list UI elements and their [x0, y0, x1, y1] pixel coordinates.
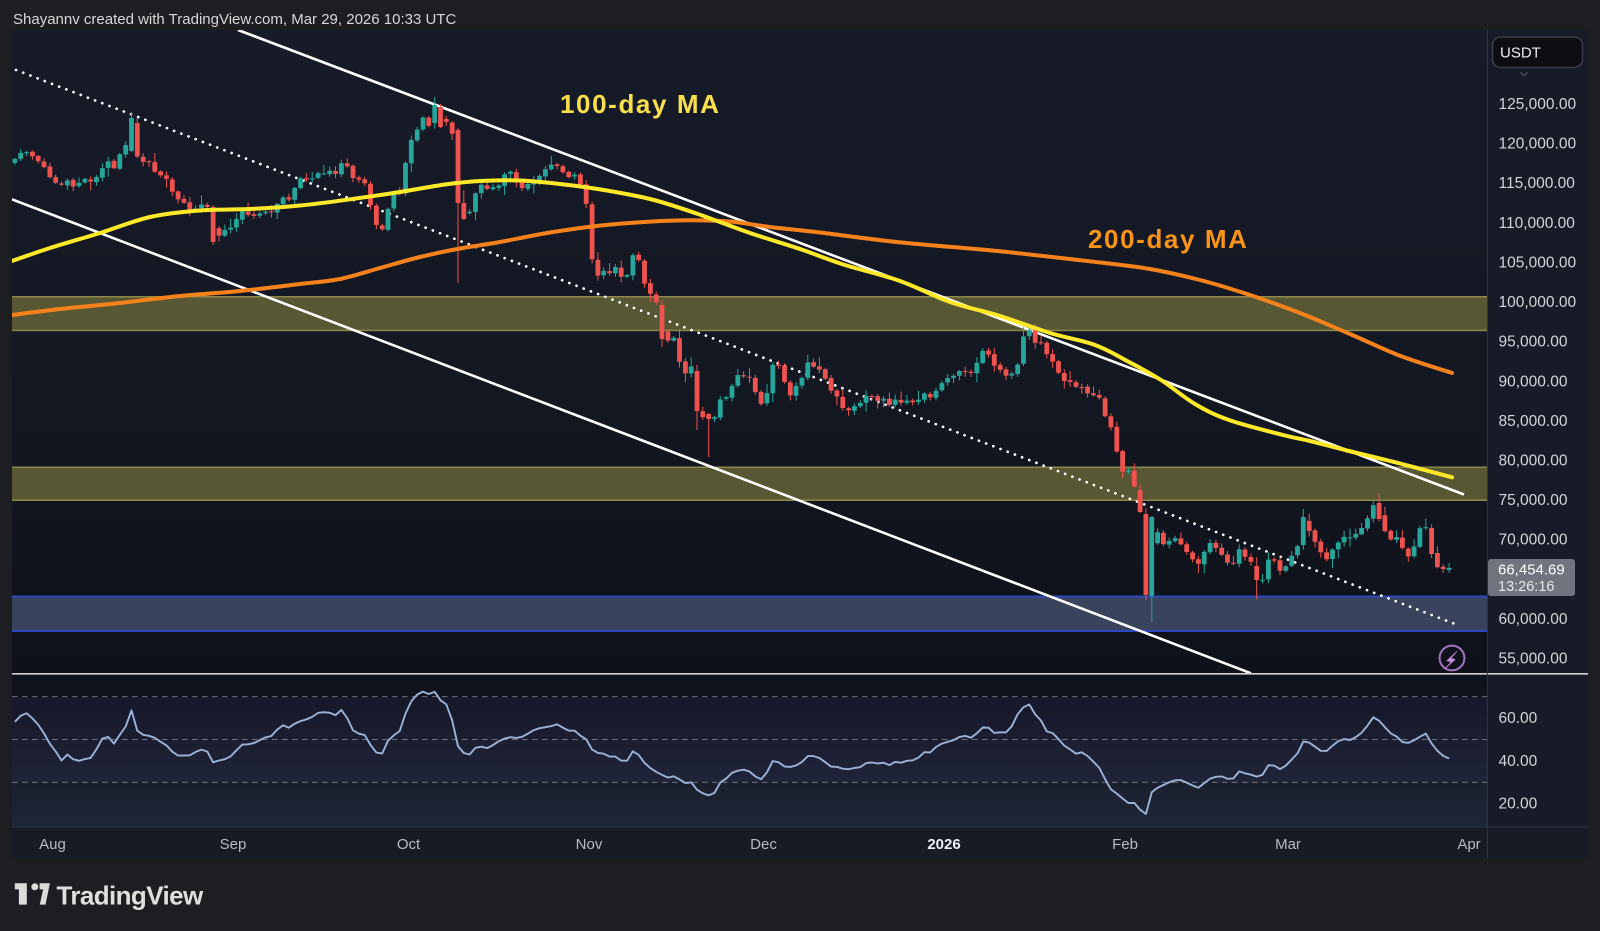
- svg-text:Shayannv created with TradingV: Shayannv created with TradingView.com, M…: [13, 11, 456, 28]
- svg-text:Mar: Mar: [1275, 836, 1301, 853]
- svg-text:Nov: Nov: [576, 836, 603, 853]
- svg-text:105,000.00: 105,000.00: [1499, 254, 1577, 271]
- svg-text:USDT: USDT: [1500, 45, 1541, 62]
- svg-text:80,000.00: 80,000.00: [1499, 453, 1568, 470]
- svg-text:200-day MA: 200-day MA: [1088, 224, 1249, 254]
- svg-text:70,000.00: 70,000.00: [1499, 532, 1568, 549]
- svg-text:66,454.69: 66,454.69: [1498, 562, 1565, 579]
- svg-text:100-day MA: 100-day MA: [560, 89, 721, 119]
- svg-text:40.00: 40.00: [1499, 753, 1538, 770]
- svg-text:Dec: Dec: [750, 836, 777, 853]
- svg-text:2026: 2026: [927, 836, 960, 853]
- svg-text:90,000.00: 90,000.00: [1499, 373, 1568, 390]
- svg-text:85,000.00: 85,000.00: [1499, 413, 1568, 430]
- svg-text:125,000.00: 125,000.00: [1499, 96, 1577, 113]
- svg-text:Sep: Sep: [220, 836, 247, 853]
- svg-text:95,000.00: 95,000.00: [1499, 334, 1568, 351]
- svg-text:120,000.00: 120,000.00: [1499, 136, 1577, 153]
- svg-text:60.00: 60.00: [1499, 710, 1538, 727]
- svg-text:Feb: Feb: [1112, 836, 1138, 853]
- svg-text:Oct: Oct: [397, 836, 421, 853]
- svg-text:110,000.00: 110,000.00: [1499, 215, 1576, 232]
- svg-text:75,000.00: 75,000.00: [1499, 492, 1568, 509]
- svg-text:TradingView: TradingView: [57, 881, 204, 911]
- svg-text:Apr: Apr: [1457, 836, 1480, 853]
- svg-text:Aug: Aug: [39, 836, 66, 853]
- svg-text:100,000.00: 100,000.00: [1499, 294, 1577, 311]
- svg-text:115,000.00: 115,000.00: [1499, 175, 1576, 192]
- svg-text:13:26:16: 13:26:16: [1498, 579, 1554, 595]
- svg-text:55,000.00: 55,000.00: [1499, 651, 1568, 668]
- svg-text:60,000.00: 60,000.00: [1499, 611, 1568, 628]
- svg-text:20.00: 20.00: [1499, 796, 1538, 813]
